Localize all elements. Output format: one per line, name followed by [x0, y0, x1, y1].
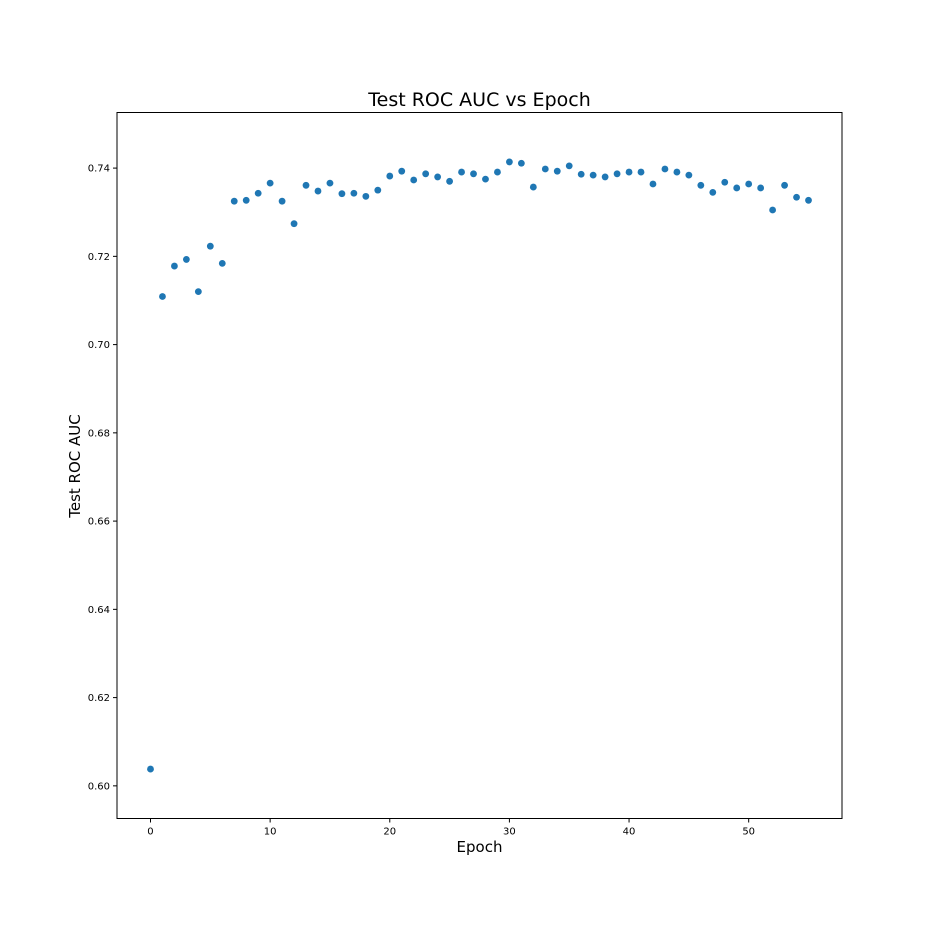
data-point — [422, 170, 430, 178]
data-point — [577, 170, 585, 178]
x-tick-label: 30 — [503, 827, 516, 838]
data-point — [517, 159, 525, 167]
data-point — [446, 177, 453, 185]
y-tick-label: 0.70 — [88, 340, 110, 351]
y-axis-label: Test ROC AUC — [66, 414, 84, 519]
data-point — [601, 173, 609, 181]
data-point — [338, 190, 346, 198]
data-point — [230, 197, 238, 205]
x-tick-label: 10 — [264, 827, 277, 838]
data-point — [434, 173, 442, 181]
data-point — [326, 179, 334, 187]
data-point — [290, 220, 298, 228]
y-tick-label: 0.62 — [88, 693, 110, 704]
data-point — [589, 171, 597, 179]
chart-title: Test ROC AUC vs Epoch — [367, 89, 591, 111]
data-point — [673, 168, 681, 176]
data-point — [565, 162, 573, 170]
data-point — [374, 186, 382, 194]
data-point — [541, 165, 549, 173]
data-point — [697, 181, 705, 189]
data-point — [805, 196, 812, 204]
data-point — [757, 184, 765, 192]
data-point — [470, 170, 477, 178]
data-point — [147, 765, 154, 773]
x-tick-label: 40 — [623, 827, 636, 838]
data-point — [206, 242, 214, 250]
data-point — [661, 165, 669, 173]
data-point — [410, 176, 418, 184]
data-point — [529, 183, 537, 191]
points-layer — [147, 158, 812, 773]
y-tick-label: 0.64 — [88, 605, 110, 616]
data-point — [769, 206, 777, 214]
data-point — [625, 168, 633, 176]
data-point — [637, 168, 645, 176]
data-point — [721, 178, 729, 186]
data-point — [159, 293, 166, 300]
data-point — [171, 262, 178, 270]
data-point — [685, 171, 693, 179]
data-point — [254, 189, 262, 197]
data-point — [649, 180, 657, 188]
data-point — [613, 170, 621, 178]
data-point — [458, 168, 465, 176]
x-axis-label: Epoch — [457, 838, 503, 856]
plot-frame — [116, 112, 843, 819]
data-point — [266, 179, 274, 187]
y-tick-label: 0.60 — [88, 781, 110, 792]
x-tick-label: 0 — [147, 827, 153, 838]
data-point — [553, 167, 561, 175]
y-tick-label: 0.72 — [88, 252, 110, 263]
ticks-layer: 0 10 20 30 40 50 0.60 0.62 0.64 0.66 0.68 0.70 0.72 0… — [88, 164, 755, 838]
x-tick-label: 50 — [742, 827, 755, 838]
data-point — [194, 288, 202, 296]
data-point — [494, 168, 501, 176]
data-point — [733, 184, 741, 192]
data-point — [218, 260, 226, 267]
data-point — [781, 181, 788, 189]
data-point — [350, 189, 358, 197]
y-tick-label: 0.68 — [88, 428, 110, 439]
data-point — [745, 180, 753, 188]
data-point — [302, 181, 310, 189]
data-point — [506, 158, 513, 166]
y-tick-label: 0.74 — [88, 164, 110, 175]
data-point — [314, 187, 322, 195]
x-tick-label: 20 — [383, 827, 396, 838]
data-point — [709, 188, 717, 196]
data-point — [398, 167, 406, 175]
data-point — [242, 196, 250, 204]
data-point — [362, 192, 370, 200]
data-point — [278, 197, 286, 205]
data-point — [386, 172, 394, 180]
data-point — [793, 193, 800, 201]
y-tick-label: 0.66 — [88, 517, 110, 528]
data-point — [182, 256, 190, 263]
data-point — [482, 175, 489, 183]
